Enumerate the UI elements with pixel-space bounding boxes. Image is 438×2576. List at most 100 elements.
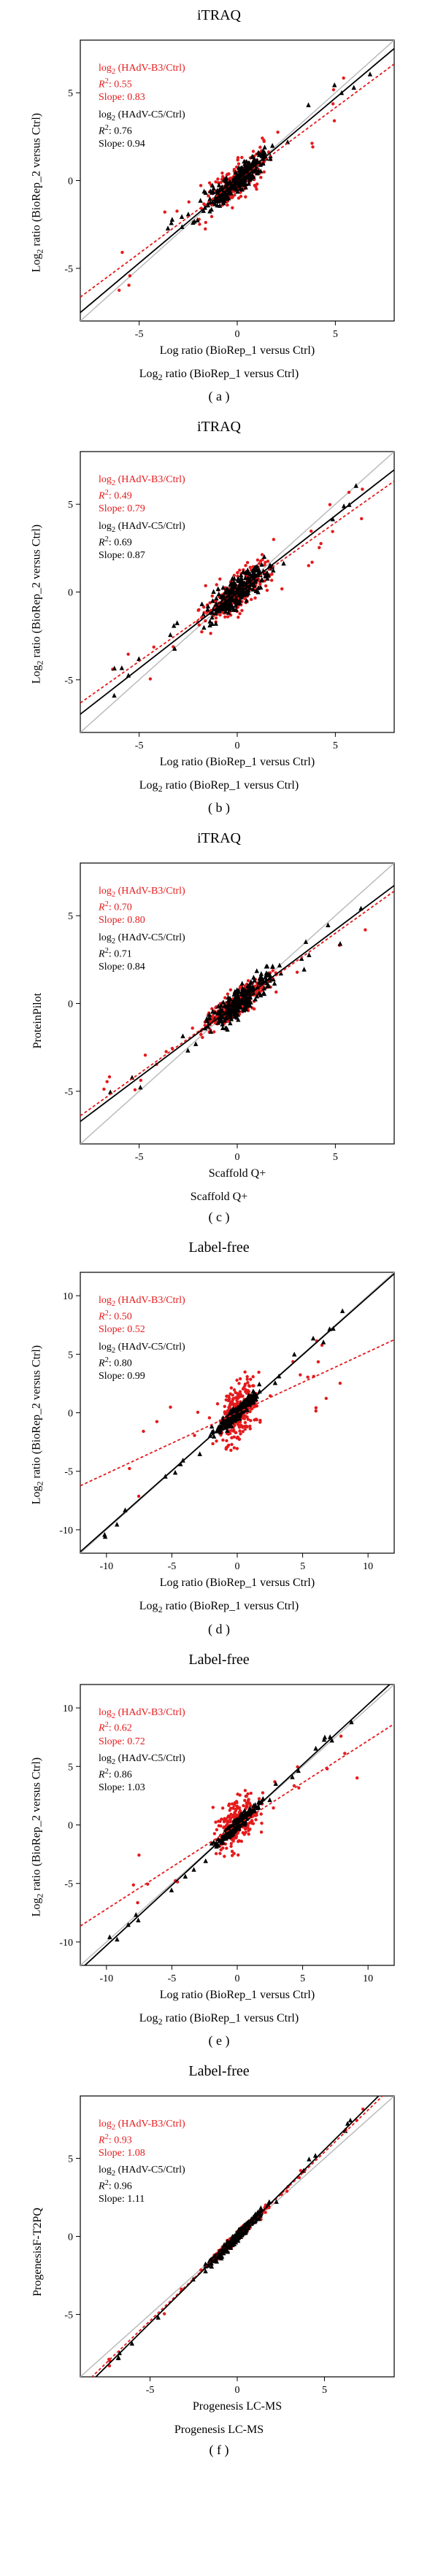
scatter-plot-f: -505-505Progenesis LC-MS (29, 2081, 409, 2417)
legend-c5-label: log2 (HAdV-C5/Ctrl) (99, 1752, 185, 1767)
scatter-point-circle (237, 616, 239, 619)
chart-title: iTRAQ (7, 830, 431, 847)
legend-b3-r2: R2: 0.55 (99, 77, 185, 91)
scatter-point-circle (315, 1409, 318, 1412)
scatter-point-circle (139, 1079, 142, 1082)
scatter-point-circle (276, 131, 279, 134)
legend-b3-label: log2 (HAdV-B3/Ctrl) (99, 885, 185, 900)
scatter-point-circle (260, 1812, 263, 1815)
scatter-point-circle (223, 1854, 226, 1857)
scatter-point-circle (239, 195, 242, 198)
legend-b3-label: log2 (HAdV-B3/Ctrl) (99, 2118, 185, 2132)
scatter-point-circle (201, 1036, 204, 1039)
scatter-point-circle (204, 221, 207, 224)
scatter-point-circle (226, 993, 229, 996)
scatter-point-circle (266, 589, 269, 592)
scatter-point-circle (214, 1820, 217, 1823)
x-tick-label: 0 (235, 329, 240, 340)
x-axis-label: Log ratio (BioRep_1 versus Ctrl) (160, 756, 315, 768)
scatter-point-circle (169, 1406, 172, 1409)
scatter-point-circle (237, 1853, 239, 1856)
y-tick-label: 0 (68, 588, 73, 599)
legend-b3-r2: R2: 0.93 (99, 2132, 185, 2147)
x-axis-label-html: Log2 ratio (BioRep_1 versus Ctrl) (7, 1600, 431, 1615)
scatter-point-circle (164, 210, 166, 213)
scatter-point-circle (270, 579, 273, 581)
scatter-point-circle (225, 1846, 228, 1849)
y-tick-label: -5 (64, 1879, 73, 1890)
scatter-point-circle (254, 1818, 257, 1821)
scatter-point-circle (258, 1797, 261, 1800)
y-tick-label: 5 (68, 88, 73, 99)
scatter-point-circle (228, 1404, 231, 1407)
scatter-point-circle (285, 2189, 288, 2192)
scatter-point-circle (328, 503, 331, 506)
x-axis-label: Log ratio (BioRep_1 versus Ctrl) (160, 1577, 315, 1589)
y-axis-label: ProgenesisF-T2PQ (31, 2242, 45, 2256)
legend-c5-r2: R2: 0.69 (99, 535, 185, 549)
x-tick-label: -5 (168, 1561, 177, 1572)
scatter-point-circle (229, 1844, 232, 1847)
scatter-point-circle (197, 608, 200, 611)
scatter-point-circle (339, 1382, 342, 1385)
scatter-point-circle (255, 1418, 258, 1421)
scatter-point-circle (244, 1421, 247, 1424)
scatter-point-circle (247, 1832, 250, 1835)
scatter-point-circle (245, 1804, 248, 1807)
y-axis-label: Log2 ratio (BioRep_2 versus Ctrl) (30, 597, 45, 612)
scatter-point-circle (210, 215, 213, 218)
scatter-point-circle (232, 1436, 235, 1439)
scatter-point-circle (225, 1447, 228, 1450)
scatter-point-circle (342, 77, 345, 80)
panel-caption: ( f ) (7, 2442, 431, 2458)
scatter-point-circle (240, 1839, 243, 1842)
scatter-plot-d: -10-50510-10-50510Log ratio (BioRep_1 ve… (29, 1258, 409, 1593)
scatter-point-circle (250, 1819, 253, 1822)
scatter-point-circle (213, 1832, 216, 1835)
y-tick-label: 10 (63, 1291, 73, 1302)
legend-b3-slope: Slope: 0.83 (99, 91, 185, 104)
panel-caption: ( c ) (7, 1210, 431, 1225)
scatter-point-circle (252, 150, 255, 152)
scatter-point-circle (236, 1401, 239, 1404)
scatter-point-circle (339, 1734, 342, 1737)
scatter-point-circle (218, 578, 221, 581)
x-tick-label: 10 (363, 1973, 373, 1984)
scatter-point-circle (108, 1075, 111, 1078)
scatter-point-circle (233, 1811, 236, 1814)
scatter-point-circle (230, 1387, 233, 1390)
scatter-point-circle (238, 1430, 241, 1433)
scatter-point-circle (225, 1439, 228, 1442)
scatter-point-circle (120, 251, 123, 254)
chart-title: Label-free (7, 1239, 431, 1256)
scatter-point-circle (247, 979, 250, 982)
legend-c5-r2: R2: 0.86 (99, 1767, 185, 1782)
scatter-point-circle (247, 1801, 250, 1804)
x-axis-label-html: Progenesis LC-MS (7, 2424, 431, 2437)
scatter-point-circle (253, 597, 256, 600)
panel-caption: ( d ) (7, 1622, 431, 1637)
scatter-point-circle (325, 1397, 328, 1400)
scatter-point-circle (102, 1088, 105, 1091)
scatter-point-circle (318, 546, 320, 549)
scatter-point-circle (219, 1848, 222, 1851)
plot-wrap: ProgenesisF-T2PQ -505-505Progenesis LC-M… (29, 2081, 409, 2417)
scatter-point-circle (233, 1814, 236, 1817)
x-axis-label: Log ratio (BioRep_1 versus Ctrl) (160, 344, 315, 357)
plot-wrap: Log2 ratio (BioRep_2 versus Ctrl) -10-50… (29, 1670, 409, 2006)
legend-c5-r2: R2: 0.71 (99, 946, 185, 961)
x-tick-label: -5 (146, 2385, 155, 2396)
scatter-point-circle (240, 609, 243, 612)
scatter-point-circle (229, 1449, 232, 1452)
legend-c5-slope: Slope: 0.84 (99, 961, 185, 974)
scatter-point-circle (299, 1374, 301, 1377)
y-tick-label: -10 (59, 1937, 73, 1948)
x-tick-label: 0 (235, 1561, 240, 1572)
x-tick-label: -10 (99, 1973, 113, 1984)
y-axis-label: Log2 ratio (BioRep_2 versus Ctrl) (30, 1418, 45, 1433)
scatter-point-circle (227, 1433, 230, 1436)
x-tick-label: 5 (333, 1152, 338, 1163)
scatter-point-circle (270, 573, 273, 576)
scatter-point-circle (261, 1791, 264, 1794)
scatter-point-circle (249, 566, 252, 569)
